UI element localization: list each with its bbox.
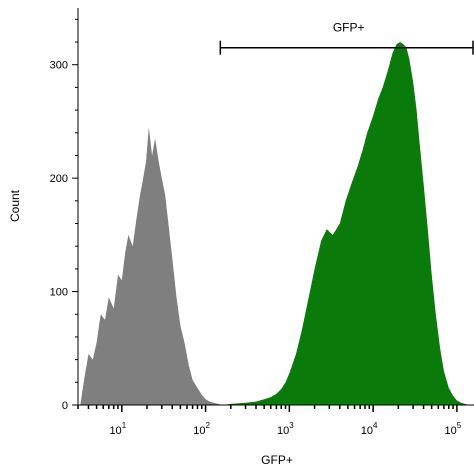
- y-tick-label: 200: [50, 173, 68, 185]
- x-tick-label: 103: [277, 421, 294, 437]
- gate-label: GFP+: [333, 21, 365, 35]
- y-axis-title: Count: [8, 189, 22, 222]
- y-tick-label: 100: [50, 287, 68, 299]
- x-tick-label: 105: [445, 421, 462, 437]
- x-axis-title: GFP+: [261, 453, 293, 467]
- x-tick-exponent: 2: [205, 421, 210, 430]
- x-tick-exponent: 4: [373, 421, 378, 430]
- x-tick-label: 101: [109, 421, 126, 437]
- y-ticks: 0 100 200 300: [50, 18, 78, 412]
- axes: 0 100 200 300 101 102 103 104 105: [50, 8, 474, 437]
- x-tick-exponent: 5: [457, 421, 462, 430]
- gate[interactable]: GFP+: [219, 21, 474, 55]
- x-tick-exponent: 3: [289, 421, 294, 430]
- histogram-series-1: [80, 127, 223, 405]
- x-tick-exponent: 1: [122, 421, 127, 430]
- histogram-series-2: [222, 42, 474, 405]
- x-tick-label: 102: [193, 421, 210, 437]
- y-tick-label: 300: [50, 60, 68, 72]
- series-layer: [80, 42, 474, 405]
- x-tick-label: 104: [361, 421, 378, 437]
- y-tick-label: 0: [62, 400, 68, 412]
- x-ticks: 101 102 103 104 105: [77, 405, 462, 437]
